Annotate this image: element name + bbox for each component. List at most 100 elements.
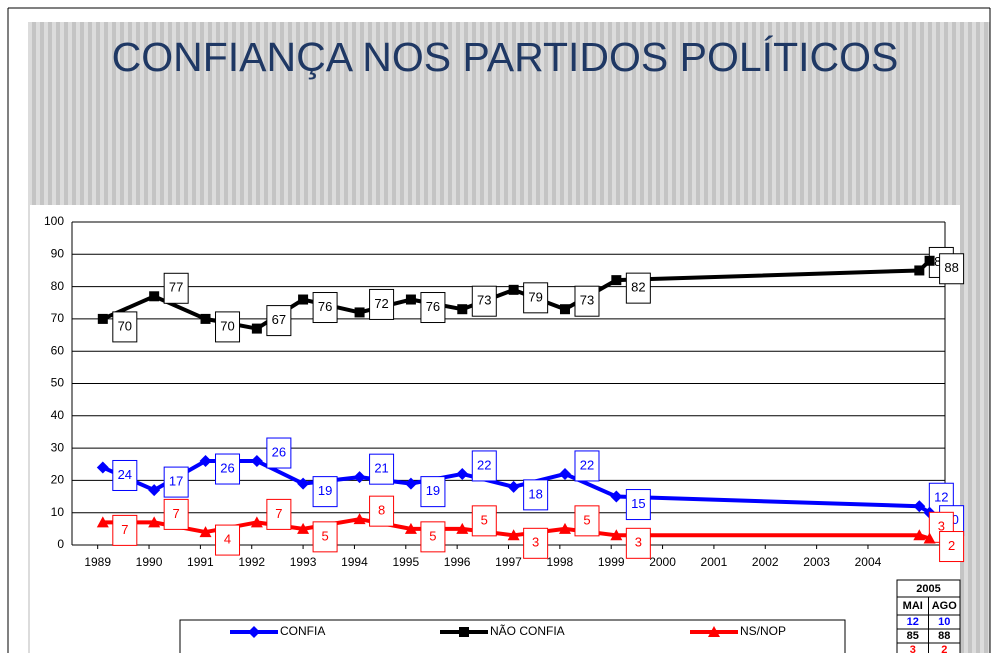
x-tick-label: 1998 xyxy=(547,555,574,569)
data-label-box xyxy=(574,505,600,537)
table-cell: 12 xyxy=(907,616,919,628)
data-label-box xyxy=(112,311,138,343)
data-label-box xyxy=(163,466,189,498)
y-tick-label: 10 xyxy=(51,505,65,519)
table-cell: 3 xyxy=(910,644,916,653)
table-header: AGO xyxy=(932,600,958,612)
data-label-box xyxy=(266,498,292,530)
data-label: 18 xyxy=(528,486,542,501)
data-label: 17 xyxy=(169,474,183,489)
data-label: 76 xyxy=(426,299,440,314)
data-label: 70 xyxy=(220,318,234,333)
x-tick-label: 2001 xyxy=(701,555,728,569)
legend-label: NÃO CONFIA xyxy=(490,624,565,638)
data-label: 7 xyxy=(173,506,180,521)
x-tick-label: 2000 xyxy=(649,555,676,569)
data-label-box xyxy=(523,527,549,559)
data-label-box xyxy=(369,288,395,320)
marker xyxy=(404,522,417,534)
x-tick-label: 1997 xyxy=(495,555,522,569)
marker xyxy=(199,455,212,468)
marker xyxy=(924,255,935,266)
data-label: 7 xyxy=(275,506,282,521)
marker xyxy=(456,467,469,480)
data-label-box xyxy=(163,272,189,304)
marker xyxy=(148,484,161,497)
marker xyxy=(148,516,161,528)
x-tick-label: 1993 xyxy=(290,555,317,569)
marker xyxy=(199,526,212,538)
data-label: 67 xyxy=(272,312,286,327)
marker xyxy=(353,471,366,484)
y-tick-label: 60 xyxy=(51,343,65,357)
chart-title: CONFIANÇA NOS PARTIDOS POLÍTICOS xyxy=(112,34,899,80)
marker xyxy=(708,626,720,637)
marker xyxy=(611,275,622,286)
marker xyxy=(558,467,571,480)
marker xyxy=(923,532,936,544)
data-label: 12 xyxy=(934,490,948,505)
data-label: 8 xyxy=(378,503,385,518)
data-label-box xyxy=(625,527,651,559)
table-cell: 88 xyxy=(938,630,950,642)
data-label: 2 xyxy=(948,538,955,553)
data-label: 77 xyxy=(169,280,183,295)
data-label: 82 xyxy=(631,280,645,295)
marker xyxy=(96,516,109,528)
data-label-box xyxy=(266,305,292,337)
x-tick-label: 2003 xyxy=(803,555,830,569)
data-label-box xyxy=(266,437,292,469)
marker xyxy=(558,522,571,534)
marker xyxy=(459,627,469,637)
data-label-box xyxy=(574,285,600,317)
marker xyxy=(404,477,417,490)
data-label: 15 xyxy=(631,496,645,511)
table-header: MAI xyxy=(903,600,923,612)
data-label-box xyxy=(471,285,497,317)
data-label: 24 xyxy=(118,467,132,482)
marker xyxy=(507,529,520,541)
data-label-box xyxy=(625,489,651,521)
marker xyxy=(354,307,365,318)
marker xyxy=(298,294,309,305)
data-label: 3 xyxy=(635,535,642,550)
y-tick-label: 40 xyxy=(51,408,65,422)
data-label-box xyxy=(471,505,497,537)
data-label: 7 xyxy=(121,522,128,537)
y-tick-label: 0 xyxy=(57,537,64,551)
data-label-box xyxy=(312,521,338,553)
x-tick-label: 1992 xyxy=(238,555,265,569)
marker xyxy=(149,291,160,302)
data-label-box xyxy=(939,253,965,285)
x-tick-label: 1989 xyxy=(84,555,111,569)
marker xyxy=(96,461,109,474)
y-tick-label: 70 xyxy=(51,311,65,325)
x-tick-label: 1999 xyxy=(598,555,625,569)
data-label: 73 xyxy=(580,293,594,308)
marker xyxy=(559,304,570,315)
marker xyxy=(405,294,416,305)
data-label: 88 xyxy=(944,260,958,275)
data-label: 73 xyxy=(477,293,491,308)
legend-label: CONFIA xyxy=(280,624,325,638)
data-label: 21 xyxy=(374,461,388,476)
legend-box xyxy=(179,619,846,653)
y-tick-label: 30 xyxy=(51,440,65,454)
data-label: 22 xyxy=(580,457,594,472)
data-label-box xyxy=(574,450,600,482)
data-label: 79 xyxy=(528,289,542,304)
data-label-box xyxy=(312,476,338,508)
marker xyxy=(457,304,468,315)
data-label-box xyxy=(420,521,446,553)
data-label-box xyxy=(215,311,241,343)
data-label-box xyxy=(471,450,497,482)
y-tick-label: 20 xyxy=(51,473,65,487)
data-label: 5 xyxy=(481,512,488,527)
marker xyxy=(913,529,926,541)
data-label-box xyxy=(215,453,241,485)
x-tick-label: 1990 xyxy=(136,555,163,569)
data-label: 5 xyxy=(429,528,436,543)
data-label-box xyxy=(420,476,446,508)
x-tick-label: 2004 xyxy=(855,555,882,569)
x-tick-label: 1996 xyxy=(444,555,471,569)
